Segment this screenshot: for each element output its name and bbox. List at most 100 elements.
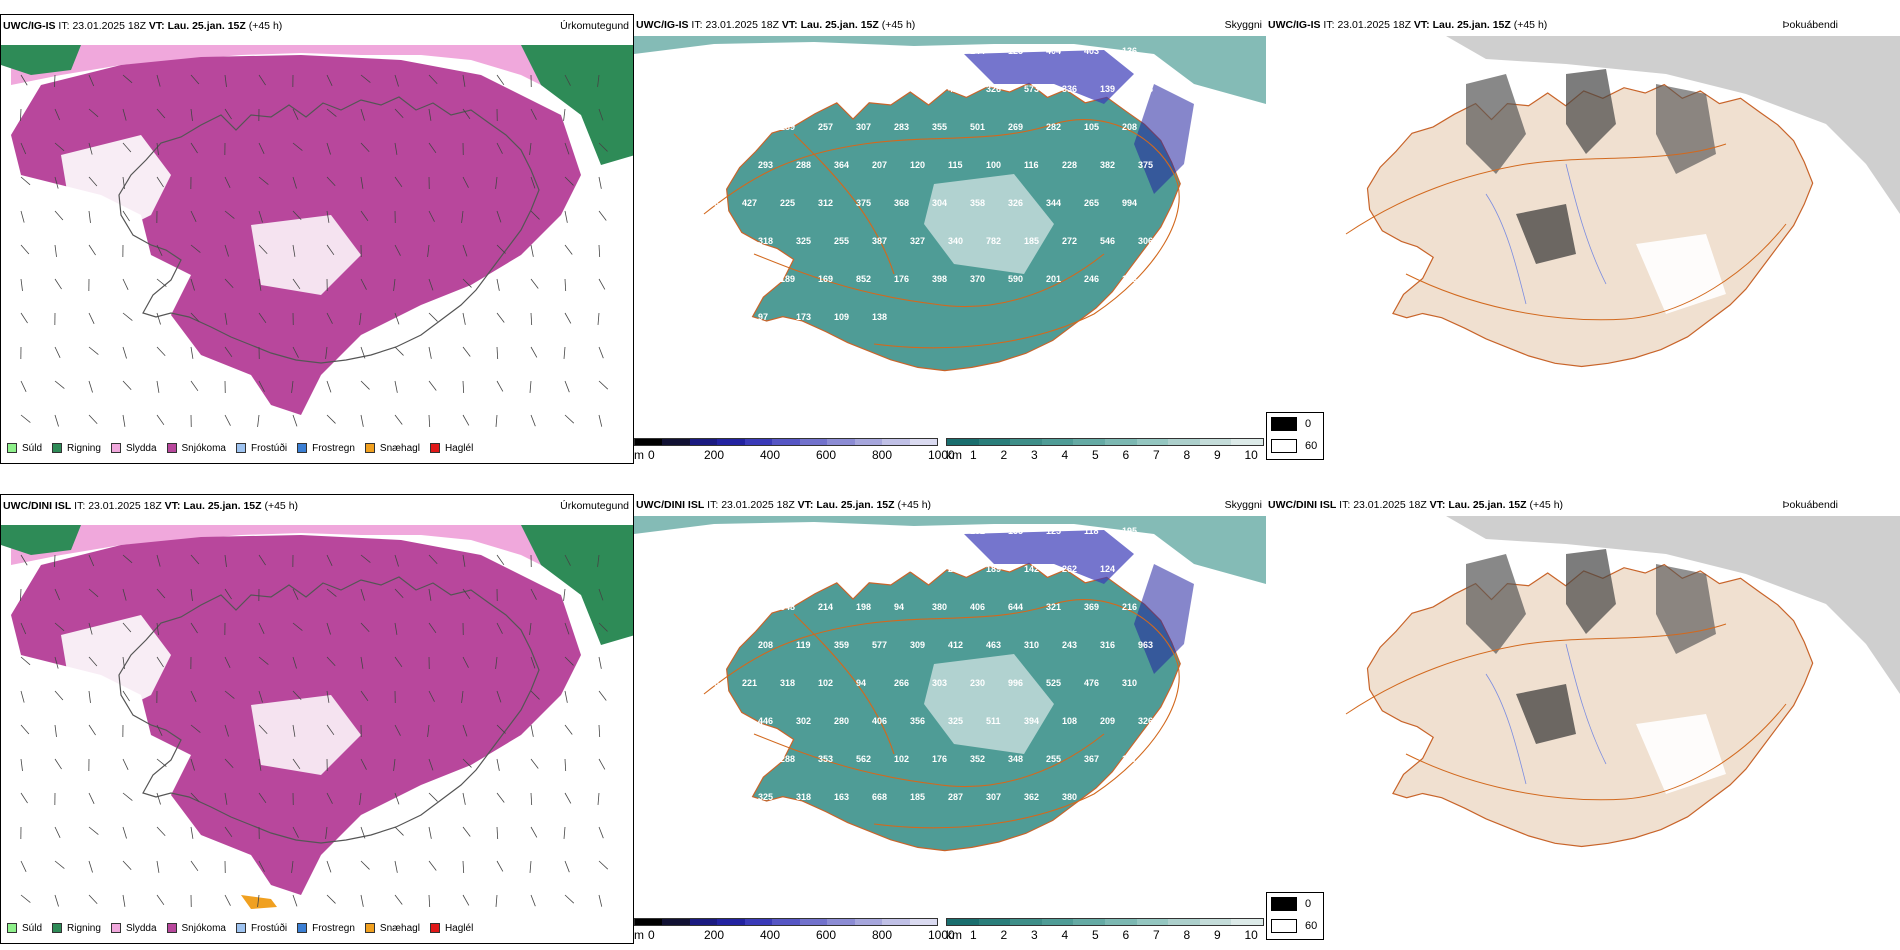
wind-barb [462,792,466,805]
wind-barb [224,244,229,257]
cloud-base-label: 321 [1046,602,1061,612]
scale-step [1199,439,1232,445]
wind-barb [20,588,22,602]
cloud-base-label: 136 [758,84,773,94]
vt-value: Lau. 25.jan. 15Z [1448,499,1527,511]
roads [1345,623,1787,801]
wind-barb [326,554,333,567]
wind-barb [291,860,294,873]
wind-barb [190,312,200,323]
lead-time: (+45 h) [264,500,299,512]
cloud-base-scale [634,438,938,446]
cloud-base-label: 255 [1046,754,1061,764]
legend-label: Snjókoma [181,922,226,934]
scale-step [1041,919,1074,925]
cloud-base-label: 291 [704,602,719,612]
wind-barb [20,894,31,903]
cloud-base-label: 963 [1138,640,1153,650]
legend-swatch [364,923,375,933]
cloud-base-label: 501 [970,122,985,132]
lead-time: (+45 h) [1513,19,1548,31]
cloud-base-label: 207 [872,160,887,170]
wind-barb [190,74,200,85]
legend-item-3: Snjókoma [166,443,226,454]
it-label: IT: [707,499,719,511]
cloud-base-label: 265 [1084,198,1099,208]
vt-label: VT: [797,499,814,511]
wind-barb [190,278,195,291]
it-label: IT: [1323,19,1335,31]
wind-barb [258,142,265,155]
wind-barb [292,176,297,189]
wind-barb [394,74,399,87]
legend-item-4: Frostúði [235,443,287,454]
iceland-group [118,96,540,364]
cloud-base-label: 330 [720,792,735,802]
cloud-base-label: 224 [742,602,757,612]
scale-step [1104,919,1137,925]
precip-title: Úrkomutegund [560,500,629,512]
cloud-base-label: 208 [758,640,773,650]
legend-item-4: Frostúði [235,923,287,934]
dry-area [61,135,171,235]
it-value: 23.01.2025 18Z [1353,499,1427,511]
cloud-base-label: 403 [1084,46,1099,56]
hail-area [241,895,277,909]
cloud-base-label: 127 [910,564,925,574]
wind-barb [564,244,573,255]
cloud-base-label: 573 [1024,84,1039,94]
scale-tick: 1000 [928,928,955,942]
precip-panel-top: UWC/IG-IS IT: 23.01.2025 18Z VT: Lau. 25… [0,14,634,464]
wind-barb [462,74,466,87]
wind-barb [462,894,470,906]
wind-barb [462,312,466,325]
scale-tick: 200 [704,448,725,462]
river [1565,643,1607,765]
legend-item-0: Súld [7,443,42,454]
wind-barb [325,346,328,359]
scale-tick: 3 [1031,448,1038,462]
wind-barb [224,724,229,737]
cloud-base-label: 195 [1122,526,1137,536]
wind-barb [428,108,432,121]
wind-barb [156,860,160,873]
legend-swatch [364,443,375,453]
scale-tick: 800 [872,928,893,942]
wind-barb [496,622,503,634]
wind-barb [598,346,604,359]
it-value: 23.01.2025 18Z [72,20,146,32]
fog-panel-top: UWC/IG-IS IT: 23.01.2025 18Z VT: Lau. 25… [1266,14,1900,464]
panel-header: UWC/IG-IS IT: 23.01.2025 18Z VT: Lau. 25… [634,14,1266,36]
wind-barb [326,622,331,635]
cloud-base-label: 97 [758,312,768,322]
cloud-base-label: 243 [1062,640,1077,650]
wind-barb [530,826,538,838]
wind-barb [122,554,133,564]
low-cloud-area [964,50,1134,104]
road [753,733,1105,788]
wind-barb [122,74,133,84]
cloud-base-label: 303 [932,678,947,688]
scale-tick: 200 [704,928,725,942]
scale-tick: 2 [1000,448,1008,462]
cloud-base-label: 336 [1062,84,1077,94]
wind-barb [598,656,602,669]
wind-barb [88,414,98,425]
fog-legend-row: 60 [1267,915,1323,937]
wind-barb [394,588,404,599]
wind-barb [598,860,609,870]
wind-barb [563,588,566,601]
wind-barb [462,656,469,668]
wind-barb [54,142,65,152]
wind-barb [428,622,437,634]
cloud-map: 75 493 58 609 324 179 165 144 125 404 403 136 153 136… [634,36,1266,372]
wind-barb [530,108,537,120]
wind-barb [360,588,365,601]
cloud-base-label: 246 [1084,274,1099,284]
road [1345,623,1727,715]
vt-value: Lau. 25.jan. 15Z [167,20,246,32]
wind-barb [530,312,533,326]
cloud-base-label: 144 [970,46,985,56]
wind-barb [598,758,606,770]
wind-barb [529,622,532,635]
